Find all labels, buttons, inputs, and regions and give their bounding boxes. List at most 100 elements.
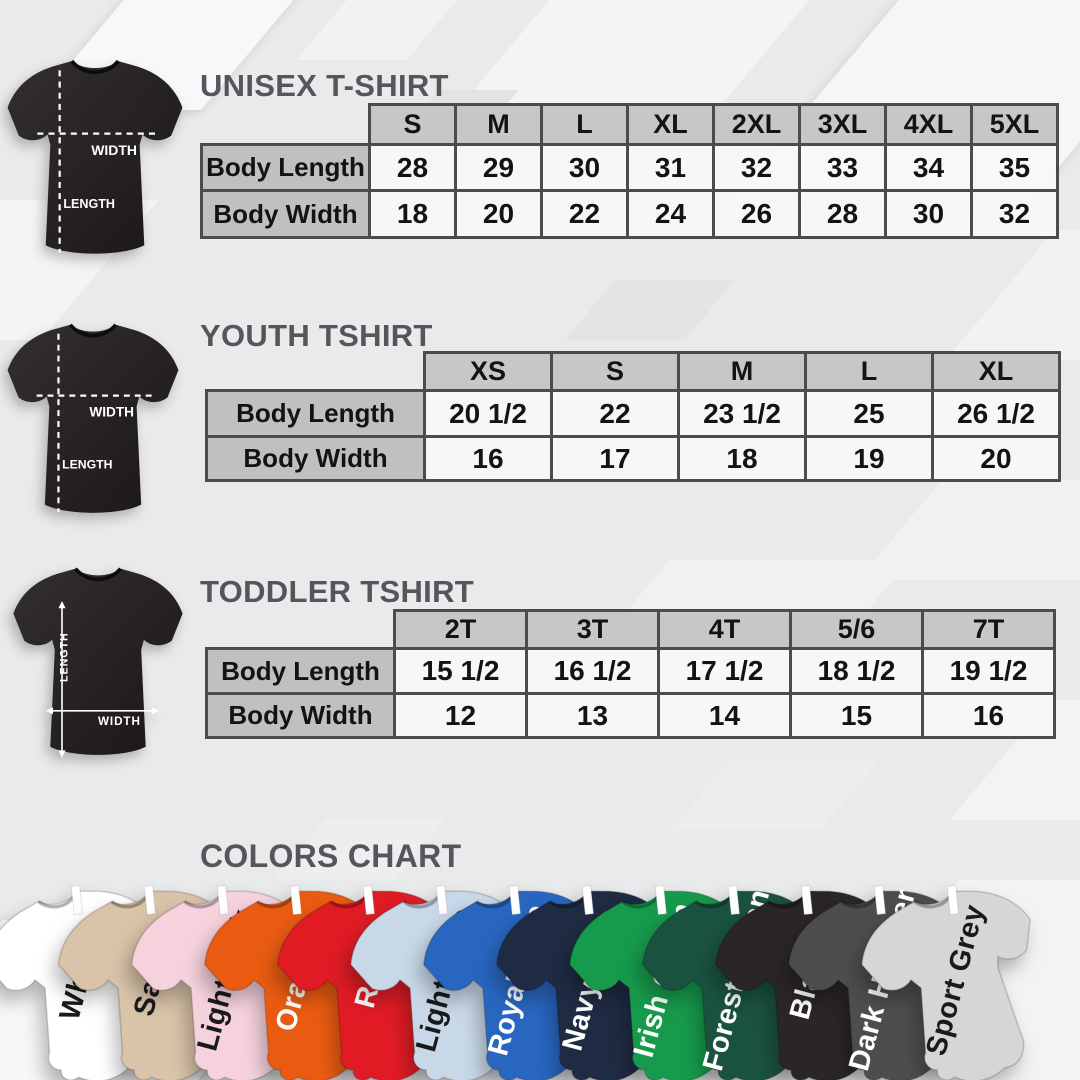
size-value-cell: 29 — [454, 143, 543, 192]
background-stripe — [296, 0, 474, 60]
size-column-header: M — [454, 103, 543, 146]
size-value-cell: 28 — [798, 189, 887, 239]
size-value-cell: 30 — [540, 143, 629, 192]
hang-tag — [216, 885, 230, 916]
size-value-cell: 18 — [368, 189, 457, 239]
size-value-cell: 20 1/2 — [423, 389, 553, 438]
size-column-header: XS — [423, 351, 553, 392]
size-value-cell: 17 — [550, 435, 680, 482]
toddler-size-table: 2T 3T 4T 5/6 7T Body Length 15 1/2 16 1/2 17 1/2… — [205, 609, 1056, 739]
hang-tag — [727, 885, 741, 916]
section-title-youth: YOUTH TSHIRT — [200, 318, 433, 353]
length-label: LENGTH — [63, 197, 115, 211]
size-value-cell: 17 1/2 — [657, 647, 792, 695]
size-value-cell: 23 1/2 — [677, 389, 807, 438]
measurement-row-label: Body Width — [205, 692, 396, 739]
size-table-toddler: 2T 3T 4T 5/6 7T Body Length 15 1/2 16 1/2 17 1/2… — [205, 609, 1056, 739]
size-value-cell: 24 — [626, 189, 715, 239]
size-value-cell: 22 — [540, 189, 629, 239]
size-column-header: 4T — [657, 609, 792, 650]
unisex-shirt-measure-diagram: WIDTH LENGTH — [2, 48, 188, 262]
size-value-cell: 18 — [677, 435, 807, 482]
size-column-header: 3T — [525, 609, 660, 650]
colors-chart-title: COLORS CHART — [200, 838, 462, 874]
width-label: WIDTH — [98, 715, 141, 728]
size-column-header: S — [368, 103, 457, 146]
background-stripe — [564, 280, 736, 340]
size-value-cell: 20 — [454, 189, 543, 239]
measurement-row-label: Body Width — [205, 435, 426, 482]
size-column-header: M — [677, 351, 807, 392]
hang-tag — [581, 885, 595, 916]
size-value-cell: 19 1/2 — [921, 647, 1056, 695]
size-column-header: 5/6 — [789, 609, 924, 650]
hang-tag — [289, 885, 303, 916]
size-column-header: S — [550, 351, 680, 392]
size-value-cell: 26 — [712, 189, 801, 239]
size-column-header: 5XL — [970, 103, 1059, 146]
unisex-size-table: S M L XL 2XL 3XL 4XL 5XL Body Length 28 29 30 31 32 33… — [200, 103, 1059, 239]
size-column-header: 4XL — [884, 103, 973, 146]
section-title-unisex: UNISEX T-SHIRT — [200, 68, 449, 103]
toddler-shirt-measure-diagram: LENGTH WIDTH — [8, 556, 188, 763]
size-value-cell: 19 — [804, 435, 934, 482]
size-value-cell: 18 1/2 — [789, 647, 924, 695]
size-column-header: 3XL — [798, 103, 887, 146]
table-row: Body Width 18 20 22 24 26 28 30 32 — [200, 189, 1059, 239]
width-label: WIDTH — [89, 405, 134, 420]
table-row: Body Length 28 29 30 31 32 33 34 35 — [200, 143, 1059, 192]
measurement-row-label: Body Length — [200, 143, 371, 192]
hang-tag — [143, 885, 157, 916]
size-value-cell: 26 1/2 — [931, 389, 1061, 438]
color-shirt-sport-grey: Sport Grey — [820, 852, 1080, 1080]
size-value-cell: 25 — [804, 389, 934, 438]
size-value-cell: 16 1/2 — [525, 647, 660, 695]
table-corner-spacer — [207, 611, 395, 649]
hang-tag — [70, 885, 84, 916]
size-value-cell: 34 — [884, 143, 973, 192]
measurement-row-label: Body Length — [205, 647, 396, 695]
size-value-cell: 28 — [368, 143, 457, 192]
size-value-cell: 14 — [657, 692, 792, 739]
size-value-cell: 13 — [525, 692, 660, 739]
size-column-header: L — [540, 103, 629, 146]
table-corner-spacer — [202, 105, 370, 145]
length-label: LENGTH — [62, 457, 113, 471]
size-value-cell: 32 — [712, 143, 801, 192]
length-label: LENGTH — [58, 632, 70, 682]
size-value-cell: 35 — [970, 143, 1059, 192]
table-row: Body Width 16 17 18 19 20 — [205, 435, 1061, 482]
size-column-header: 2XL — [712, 103, 801, 146]
size-column-header: 2T — [393, 609, 528, 650]
youth-shirt-measure-diagram: WIDTH LENGTH — [2, 312, 184, 521]
size-column-header: XL — [626, 103, 715, 146]
size-column-header: L — [804, 351, 934, 392]
measurement-row-label: Body Length — [205, 389, 426, 438]
size-value-cell: 32 — [970, 189, 1059, 239]
size-value-cell: 30 — [884, 189, 973, 239]
size-value-cell: 16 — [423, 435, 553, 482]
table-row: Body Length 20 1/2 22 23 1/2 25 26 1/2 — [205, 389, 1061, 438]
size-value-cell: 15 1/2 — [393, 647, 528, 695]
size-value-cell: 22 — [550, 389, 680, 438]
hang-tag — [508, 885, 522, 916]
table-corner-spacer — [207, 353, 425, 391]
size-value-cell: 15 — [789, 692, 924, 739]
hang-tag — [362, 885, 376, 916]
table-row: Body Width 12 13 14 15 16 — [205, 692, 1056, 739]
size-column-header: 7T — [921, 609, 1056, 650]
hang-tag — [654, 885, 668, 916]
hang-tag — [946, 885, 960, 916]
size-value-cell: 33 — [798, 143, 887, 192]
measurement-row-label: Body Width — [200, 189, 371, 239]
hang-tag — [873, 885, 887, 916]
size-value-cell: 16 — [921, 692, 1056, 739]
background-stripe — [670, 760, 880, 830]
size-value-cell: 31 — [626, 143, 715, 192]
background-stripe — [945, 230, 1080, 360]
size-column-header: XL — [931, 351, 1061, 392]
width-label: WIDTH — [91, 142, 137, 158]
section-title-toddler: TODDLER TSHIRT — [200, 574, 475, 609]
size-table-youth: XS S M L XL Body Length 20 1/2 22 23 1/2 25 26 1/2… — [205, 351, 1061, 482]
